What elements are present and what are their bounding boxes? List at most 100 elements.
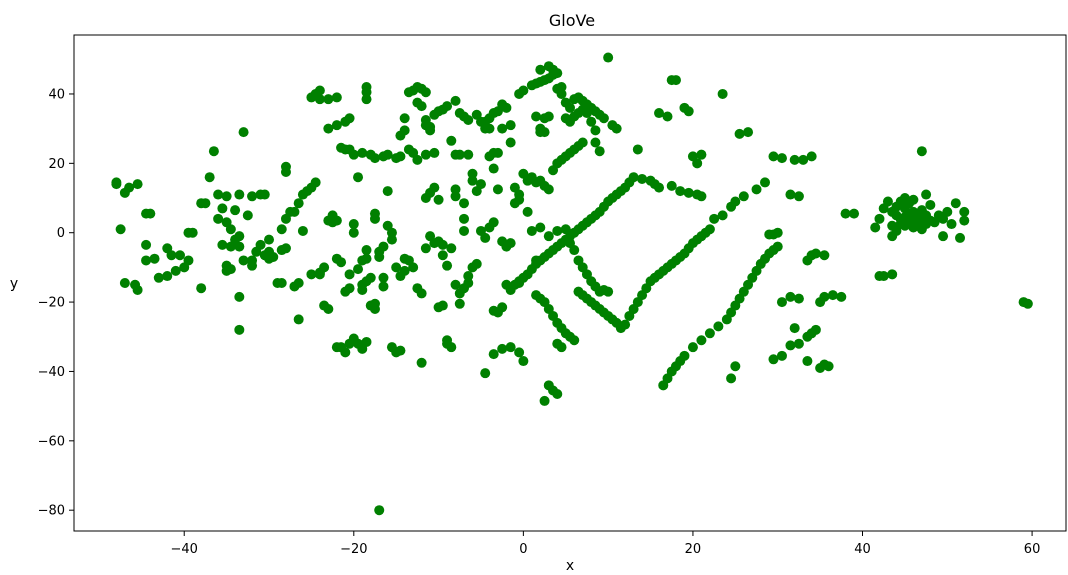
data-point bbox=[459, 213, 470, 224]
data-point bbox=[382, 149, 393, 160]
data-point bbox=[437, 239, 448, 250]
data-point bbox=[187, 227, 198, 238]
data-point bbox=[603, 286, 614, 297]
data-point bbox=[518, 356, 529, 367]
data-point bbox=[340, 116, 351, 127]
data-point bbox=[870, 222, 881, 233]
data-point bbox=[670, 75, 681, 86]
data-point bbox=[586, 116, 597, 127]
data-point bbox=[293, 198, 304, 209]
data-point bbox=[276, 224, 287, 235]
data-point bbox=[789, 154, 800, 165]
data-point bbox=[306, 269, 317, 280]
data-point bbox=[1022, 298, 1033, 309]
data-point bbox=[149, 253, 160, 264]
data-point bbox=[836, 291, 847, 302]
data-point bbox=[259, 189, 270, 200]
data-point bbox=[823, 361, 834, 372]
data-point bbox=[526, 225, 537, 236]
data-point bbox=[785, 291, 796, 302]
data-point bbox=[959, 215, 970, 226]
data-point bbox=[141, 255, 152, 266]
data-point bbox=[531, 111, 542, 122]
data-point bbox=[348, 149, 359, 160]
data-point bbox=[446, 135, 457, 146]
data-point bbox=[577, 137, 588, 148]
data-point bbox=[590, 137, 601, 148]
data-point bbox=[437, 250, 448, 261]
data-point bbox=[760, 177, 771, 188]
data-point bbox=[802, 356, 813, 367]
data-point bbox=[637, 173, 648, 184]
y-tick-label: 0 bbox=[57, 226, 65, 241]
data-point bbox=[734, 128, 745, 139]
data-point bbox=[132, 179, 143, 190]
data-point bbox=[505, 284, 516, 295]
data-point bbox=[234, 324, 245, 335]
data-point bbox=[560, 224, 571, 235]
data-point bbox=[916, 224, 927, 235]
data-point bbox=[798, 154, 809, 165]
data-point bbox=[293, 278, 304, 288]
data-point bbox=[882, 196, 893, 207]
data-point bbox=[645, 175, 656, 186]
data-point bbox=[285, 206, 296, 217]
data-point bbox=[361, 82, 372, 93]
data-point bbox=[590, 125, 601, 136]
data-point bbox=[162, 271, 173, 282]
data-point bbox=[225, 264, 236, 275]
data-point bbox=[505, 120, 516, 131]
chart-title: GloVe bbox=[549, 11, 595, 30]
data-point bbox=[683, 187, 694, 198]
data-point bbox=[959, 206, 970, 217]
data-point bbox=[683, 106, 694, 117]
data-point bbox=[416, 101, 427, 112]
data-point bbox=[463, 149, 474, 160]
data-point bbox=[768, 151, 779, 162]
data-point bbox=[395, 345, 406, 356]
data-point bbox=[255, 239, 266, 250]
data-point bbox=[717, 88, 728, 99]
data-point bbox=[382, 186, 393, 197]
data-point bbox=[420, 87, 431, 98]
data-point bbox=[552, 225, 563, 236]
data-point bbox=[471, 109, 482, 120]
data-point bbox=[887, 269, 898, 280]
data-point bbox=[704, 224, 715, 235]
data-point bbox=[221, 191, 232, 202]
data-point bbox=[793, 293, 804, 304]
data-point bbox=[416, 357, 427, 368]
data-point bbox=[369, 153, 380, 164]
data-point bbox=[840, 208, 851, 219]
data-point bbox=[611, 123, 622, 134]
data-point bbox=[730, 361, 741, 372]
data-point bbox=[365, 300, 376, 311]
data-point bbox=[497, 123, 508, 134]
data-point bbox=[687, 342, 698, 353]
data-point bbox=[247, 191, 258, 202]
data-point bbox=[247, 260, 258, 271]
data-point bbox=[776, 297, 787, 308]
data-point bbox=[344, 283, 355, 294]
data-point bbox=[280, 161, 291, 172]
data-point bbox=[264, 246, 275, 257]
data-point bbox=[942, 206, 953, 217]
data-point bbox=[399, 253, 410, 264]
data-point bbox=[709, 213, 720, 224]
plot-frame bbox=[73, 34, 1067, 532]
data-point bbox=[111, 177, 122, 188]
data-point bbox=[955, 232, 966, 243]
data-point bbox=[399, 125, 410, 136]
y-tick-label: 20 bbox=[48, 157, 65, 172]
data-point bbox=[772, 241, 783, 252]
data-point bbox=[908, 194, 919, 205]
data-point bbox=[386, 234, 397, 245]
data-point bbox=[361, 253, 372, 264]
data-point bbox=[196, 283, 207, 294]
data-point bbox=[488, 163, 499, 174]
data-point bbox=[297, 189, 308, 200]
data-point bbox=[505, 342, 516, 353]
data-point bbox=[238, 127, 249, 138]
data-point bbox=[514, 194, 525, 205]
data-point bbox=[230, 205, 241, 216]
